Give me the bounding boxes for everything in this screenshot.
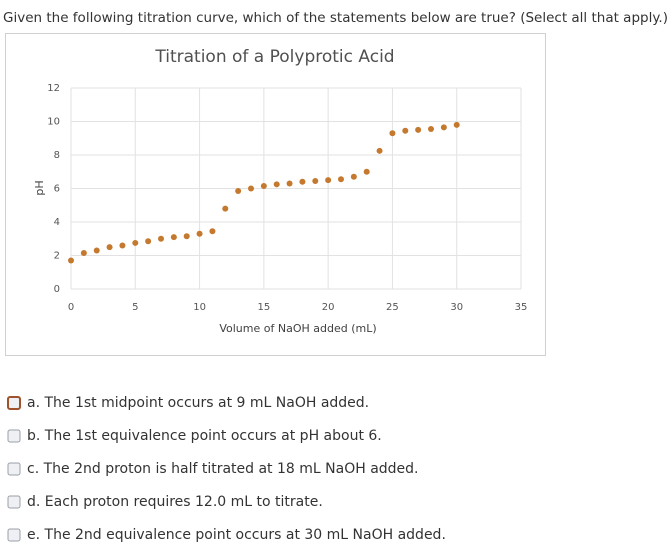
point [119, 242, 126, 249]
y-tick-label: 4 [54, 217, 60, 228]
x-tick-label: 30 [450, 302, 463, 313]
point [325, 177, 332, 184]
point [132, 239, 139, 246]
option-text: d. Each proton requires 12.0 mL to titra… [27, 494, 323, 510]
y-tick-label: 2 [54, 251, 60, 262]
x-tick-label: 35 [515, 302, 528, 313]
point [286, 180, 293, 187]
option-text: b. The 1st equivalence point occurs at p… [27, 428, 382, 444]
point [196, 230, 203, 237]
option-text: c. The 2nd proton is half titrated at 18… [27, 461, 419, 477]
point [170, 234, 177, 241]
point [440, 124, 447, 131]
point [428, 126, 434, 133]
point [93, 247, 100, 254]
point [350, 173, 357, 180]
point [363, 168, 370, 175]
y-tick-label: 6 [54, 184, 60, 195]
point [80, 249, 87, 256]
point [209, 228, 216, 235]
y-tick-label: 8 [54, 150, 60, 161]
option-text: e. The 2nd equivalence point occurs at 3… [27, 527, 446, 543]
checkbox[interactable] [7, 495, 21, 509]
point [222, 205, 229, 212]
point [312, 177, 319, 184]
points [68, 121, 460, 264]
y-axis-label: pH [33, 180, 46, 195]
point [235, 188, 242, 195]
checkbox[interactable] [7, 429, 21, 443]
point [415, 126, 422, 133]
checkbox[interactable] [7, 396, 21, 410]
question: Given the following titration curve, whi… [3, 10, 668, 26]
x-tick-label: 5 [132, 302, 138, 313]
x-tick-label: 0 [68, 302, 74, 313]
x-axis-label: Volume of NaOH added (mL) [219, 322, 376, 335]
y-tick-label: 12 [47, 83, 60, 94]
point [260, 182, 267, 189]
point [389, 130, 396, 137]
y-tick-label: 10 [47, 117, 60, 128]
point [145, 238, 152, 245]
x-tick-label: 25 [386, 302, 399, 313]
point [299, 178, 306, 185]
point [248, 185, 254, 192]
point [338, 176, 344, 183]
point [106, 244, 113, 251]
options: a. The 1st midpoint occurs at 9 mL NaOH … [7, 395, 446, 543]
checkbox[interactable] [7, 462, 21, 476]
y-tick-label: 0 [54, 284, 60, 295]
checkbox[interactable] [7, 528, 21, 542]
x-tick-label: 10 [193, 302, 206, 313]
point [158, 235, 164, 242]
x-tick-label: 20 [322, 302, 335, 313]
x-tick-label: 15 [257, 302, 270, 313]
chart-frame [5, 33, 546, 356]
point [68, 257, 74, 264]
point [402, 127, 409, 134]
point [453, 121, 460, 128]
point [376, 147, 383, 154]
point [183, 233, 190, 240]
option-text: a. The 1st midpoint occurs at 9 mL NaOH … [27, 395, 369, 411]
point [273, 181, 280, 188]
chart-title: Titration of a Polyprotic Acid [154, 47, 394, 67]
